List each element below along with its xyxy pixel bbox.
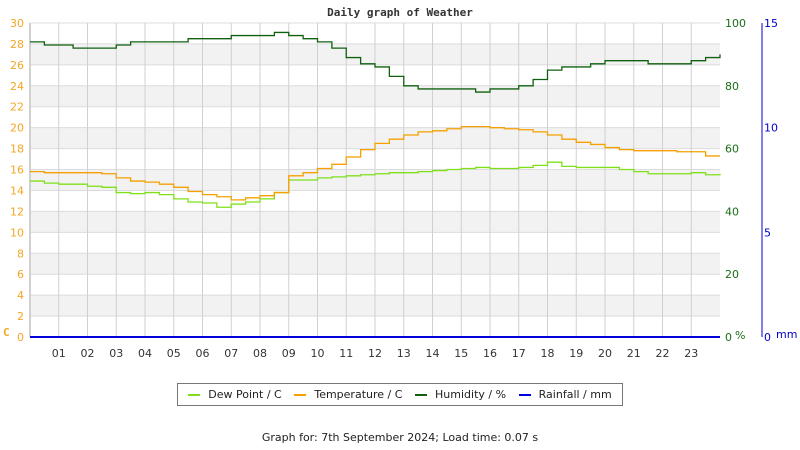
x-tick-label: 13 — [397, 347, 411, 360]
x-tick-label: 21 — [627, 347, 641, 360]
x-tick-label: 22 — [656, 347, 670, 360]
rainfall-tick-label: 10 — [764, 122, 778, 135]
legend-label: Humidity / % — [435, 388, 507, 401]
y-tick-label: 8 — [17, 247, 24, 260]
x-tick-label: 04 — [138, 347, 152, 360]
x-tick-label: 16 — [483, 347, 497, 360]
x-tick-label: 01 — [52, 347, 66, 360]
x-tick-label: 15 — [454, 347, 468, 360]
rainfall-tick-label: 15 — [764, 17, 778, 30]
x-tick-label: 19 — [569, 347, 583, 360]
x-tick-label: 17 — [512, 347, 526, 360]
weather-chart: 01 02 03 04 05 06 07 08 09 10 11 12 13 14 15 16 17 18 19 20… — [3, 17, 797, 360]
chart-legend: Dew Point / C Temperature / C Humidity /… — [177, 383, 623, 406]
legend-item-temperature: Temperature / C — [294, 388, 402, 401]
rainfall-tick-label: 5 — [764, 226, 771, 239]
series-humidity — [30, 31, 721, 93]
x-tick-label: 18 — [541, 347, 555, 360]
x-tick-label: 11 — [339, 347, 353, 360]
legend-item-humidity: Humidity / % — [415, 388, 506, 401]
x-tick-label: 20 — [598, 347, 612, 360]
y-tick-label: 12 — [10, 205, 24, 218]
rainfall-tick-label: 0 — [764, 331, 771, 344]
y-tick-label: 30 — [10, 17, 24, 30]
y-tick-label: 0 — [17, 331, 24, 344]
legend-label: Temperature / C — [314, 388, 403, 401]
legend-item-rainfall: Rainfall / mm — [518, 388, 612, 401]
right-axis-unit: % — [735, 329, 745, 342]
legend-label: Dew Point / C — [208, 388, 282, 401]
series-temperature — [30, 125, 720, 201]
y-tick-label: 6 — [17, 268, 24, 281]
x-tick-label: 23 — [684, 347, 698, 360]
x-tick-label: 08 — [253, 347, 267, 360]
humidity-swatch-icon — [415, 393, 428, 396]
rainfall-swatch-icon — [518, 393, 531, 396]
y-tick-label: 22 — [10, 101, 24, 114]
right-tick-label: 40 — [725, 205, 739, 218]
temperature-swatch-icon — [294, 393, 307, 396]
legend-label: Rainfall / mm — [538, 388, 612, 401]
left-axis-unit: C — [3, 326, 10, 339]
footer-info: Graph for: 7th September 2024; Load time… — [261, 431, 539, 444]
x-tick-label: 14 — [426, 347, 440, 360]
y-tick-label: 4 — [17, 289, 24, 302]
x-tick-label: 02 — [81, 347, 95, 360]
y-tick-label: 20 — [10, 122, 24, 135]
rainfall-axis-unit: mm — [776, 328, 797, 341]
x-tick-label: 10 — [311, 347, 325, 360]
x-tick-label: 09 — [282, 347, 296, 360]
y-tick-label: 28 — [10, 38, 24, 51]
right-tick-label: 60 — [725, 143, 739, 156]
series-dew — [30, 161, 721, 208]
x-tick-label: 12 — [368, 347, 382, 360]
y-tick-label: 24 — [10, 80, 24, 93]
y-tick-label: 10 — [10, 226, 24, 239]
dew-point-swatch-icon — [188, 393, 201, 396]
y-tick-label: 16 — [10, 164, 24, 177]
right-tick-label: 20 — [725, 268, 739, 281]
y-tick-label: 14 — [10, 184, 24, 197]
x-tick-label: 03 — [109, 347, 123, 360]
y-tick-label: 2 — [17, 310, 24, 323]
chart-title: Daily graph of Weather — [327, 6, 473, 19]
x-tick-label: 06 — [196, 347, 210, 360]
y-tick-label: 26 — [10, 59, 24, 72]
right-tick-label: 0 — [725, 331, 732, 344]
legend-item-dew-point: Dew Point / C — [188, 388, 282, 401]
y-tick-label: 18 — [10, 143, 24, 156]
x-tick-label: 05 — [167, 347, 181, 360]
right-tick-label: 80 — [725, 80, 739, 93]
right-tick-label: 100 — [725, 17, 746, 30]
x-tick-label: 07 — [224, 347, 238, 360]
